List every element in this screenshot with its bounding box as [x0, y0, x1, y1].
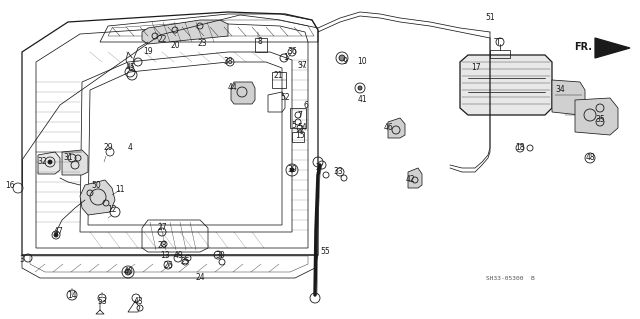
Text: 50: 50: [91, 181, 101, 189]
Text: 9: 9: [342, 57, 348, 66]
Text: 8: 8: [258, 38, 262, 47]
Text: 54: 54: [297, 123, 307, 132]
Circle shape: [290, 168, 294, 172]
Text: 2: 2: [316, 164, 321, 173]
Text: 17: 17: [471, 63, 481, 72]
Text: 27: 27: [157, 224, 167, 233]
Text: 16: 16: [5, 181, 15, 189]
Text: 51: 51: [485, 13, 495, 23]
Bar: [290, 108, 306, 128]
Text: 18: 18: [515, 144, 525, 152]
Text: 53: 53: [97, 298, 107, 307]
Text: SH33-05300  B: SH33-05300 B: [486, 276, 534, 280]
Text: FR.: FR.: [574, 42, 592, 52]
Text: 41: 41: [357, 95, 367, 105]
Text: 6: 6: [303, 100, 308, 109]
Text: 19: 19: [143, 48, 153, 56]
Text: 13: 13: [160, 250, 170, 259]
Polygon shape: [62, 150, 88, 175]
Text: 20: 20: [170, 41, 180, 50]
Text: 29: 29: [103, 144, 113, 152]
Text: 3: 3: [20, 256, 24, 264]
Polygon shape: [460, 55, 552, 115]
Text: 55: 55: [320, 248, 330, 256]
Circle shape: [125, 269, 131, 275]
Text: 15: 15: [295, 130, 305, 139]
Text: 23: 23: [197, 40, 207, 48]
Text: 11: 11: [115, 186, 125, 195]
Text: 12: 12: [108, 205, 116, 214]
Polygon shape: [552, 80, 585, 115]
Text: 37: 37: [297, 61, 307, 70]
Bar: [255, 38, 267, 52]
Text: 38: 38: [223, 57, 233, 66]
Text: 42: 42: [405, 175, 415, 184]
Bar: [272, 72, 286, 88]
Text: 48: 48: [585, 153, 595, 162]
Text: 28: 28: [157, 241, 167, 249]
Polygon shape: [142, 20, 228, 44]
Text: 39: 39: [287, 166, 297, 174]
Bar: [490, 50, 510, 58]
Text: 35: 35: [595, 115, 605, 124]
Polygon shape: [38, 152, 60, 174]
Polygon shape: [408, 168, 422, 188]
Text: 44: 44: [227, 84, 237, 93]
Text: 31: 31: [63, 153, 73, 162]
Polygon shape: [80, 180, 115, 215]
Text: 5: 5: [292, 121, 296, 130]
Bar: [292, 132, 304, 142]
Text: 14: 14: [67, 291, 77, 300]
Text: 33: 33: [333, 167, 343, 176]
Text: 10: 10: [357, 57, 367, 66]
Polygon shape: [575, 98, 618, 135]
Text: 22: 22: [157, 35, 167, 44]
Text: 32: 32: [37, 158, 47, 167]
Text: 24: 24: [195, 273, 205, 283]
Text: 40: 40: [123, 268, 133, 277]
Text: 34: 34: [555, 85, 565, 94]
Text: 25: 25: [180, 257, 190, 266]
Text: 43: 43: [133, 298, 143, 307]
Text: 7: 7: [298, 110, 303, 120]
Polygon shape: [595, 38, 630, 58]
Text: 49: 49: [173, 250, 183, 259]
Text: 21: 21: [273, 70, 283, 79]
Circle shape: [48, 160, 52, 164]
Polygon shape: [388, 118, 405, 138]
Text: 36: 36: [287, 48, 297, 56]
Text: 26: 26: [163, 261, 173, 270]
Text: 52: 52: [280, 93, 290, 102]
Circle shape: [339, 55, 345, 61]
Text: 46: 46: [383, 123, 393, 132]
Circle shape: [54, 233, 58, 237]
Text: 47: 47: [53, 227, 63, 236]
Text: 30: 30: [215, 250, 225, 259]
Polygon shape: [231, 82, 255, 104]
Text: 4: 4: [127, 144, 132, 152]
Text: 45: 45: [125, 63, 135, 72]
Circle shape: [358, 86, 362, 90]
Text: 1: 1: [284, 54, 289, 63]
